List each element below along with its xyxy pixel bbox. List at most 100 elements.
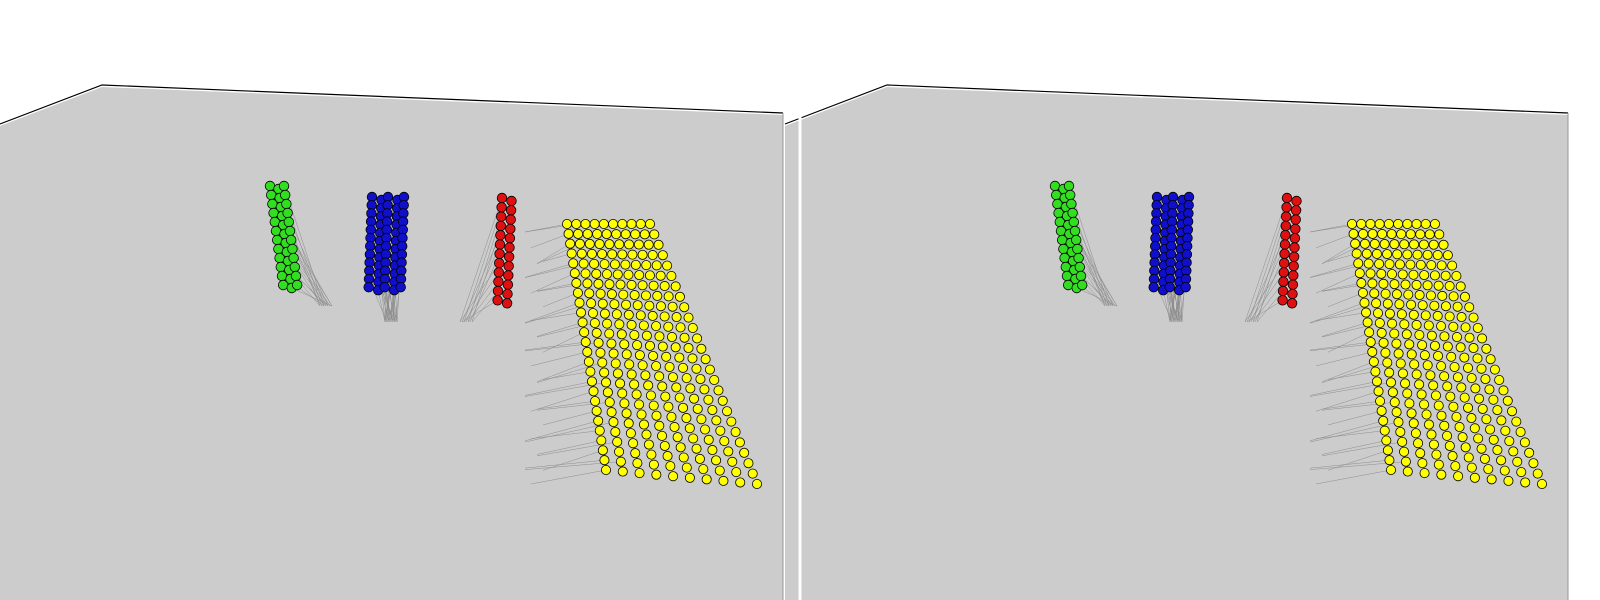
node	[632, 340, 643, 351]
stem-line	[1309, 263, 1359, 278]
node	[614, 319, 625, 330]
node	[1400, 456, 1411, 467]
node	[1358, 228, 1369, 239]
node	[1426, 429, 1437, 440]
node	[1408, 418, 1419, 429]
node	[657, 250, 668, 261]
node	[599, 308, 610, 319]
node	[684, 472, 695, 483]
node	[1164, 282, 1175, 293]
node	[283, 216, 295, 228]
node	[624, 239, 635, 250]
node	[1433, 280, 1444, 291]
node	[1291, 195, 1302, 207]
node	[1489, 364, 1500, 375]
node	[1479, 453, 1490, 464]
node	[1480, 374, 1491, 385]
node	[1371, 298, 1382, 309]
node	[1397, 436, 1408, 447]
node	[1404, 339, 1415, 350]
node	[667, 372, 678, 383]
stem-line	[1321, 243, 1356, 264]
node	[695, 374, 706, 385]
node	[696, 343, 707, 354]
stem-line	[465, 244, 501, 323]
node	[648, 350, 659, 361]
node	[585, 366, 596, 377]
node	[1428, 439, 1439, 450]
stem-line	[524, 341, 586, 351]
node	[1380, 288, 1391, 299]
node	[495, 220, 507, 232]
node	[595, 288, 606, 299]
node	[595, 347, 606, 358]
node	[1148, 282, 1159, 293]
node	[1419, 270, 1430, 281]
node	[1387, 318, 1398, 329]
node	[669, 422, 680, 433]
stem-line	[1315, 391, 1379, 412]
node	[722, 406, 733, 417]
node	[1290, 205, 1302, 216]
node	[1379, 239, 1390, 250]
node	[1411, 218, 1422, 229]
node	[1373, 386, 1384, 397]
stem-line	[1315, 469, 1392, 485]
node	[620, 259, 631, 270]
blue-cluster	[1148, 191, 1195, 323]
node	[494, 239, 506, 250]
node	[651, 260, 662, 271]
stem-line	[542, 371, 591, 380]
node	[292, 279, 303, 291]
node	[1436, 410, 1447, 421]
node	[1424, 419, 1435, 430]
node	[610, 358, 621, 369]
node	[743, 458, 754, 469]
node	[1464, 332, 1475, 343]
node	[593, 278, 604, 289]
node	[671, 382, 682, 393]
node	[1364, 327, 1375, 338]
floor-back-edge	[784, 84, 1569, 125]
node	[1460, 322, 1471, 333]
node	[1389, 397, 1400, 408]
node	[1068, 216, 1080, 228]
node	[1455, 342, 1466, 353]
node	[1468, 343, 1479, 354]
node	[282, 207, 293, 219]
node	[1455, 281, 1466, 292]
node	[684, 423, 695, 434]
node	[687, 322, 698, 333]
node	[1359, 297, 1370, 308]
node	[288, 252, 299, 264]
node	[635, 310, 646, 321]
node	[1433, 459, 1444, 470]
node	[700, 354, 711, 365]
node	[1063, 180, 1075, 192]
node	[1477, 403, 1488, 414]
node	[704, 364, 715, 375]
node	[504, 242, 515, 253]
node	[1066, 198, 1077, 210]
node	[637, 280, 648, 291]
stem-line	[1080, 275, 1114, 307]
node	[1395, 358, 1406, 369]
node	[630, 448, 641, 459]
node	[290, 270, 302, 282]
node	[1524, 447, 1535, 458]
stem-line	[542, 292, 579, 308]
node	[1399, 239, 1410, 250]
stem-line	[524, 420, 599, 442]
node	[1404, 398, 1415, 409]
stem-line	[536, 243, 571, 264]
node	[723, 446, 734, 457]
node	[657, 430, 668, 441]
node	[1371, 248, 1382, 259]
node	[692, 333, 703, 344]
stem-line	[1173, 290, 1180, 323]
node	[1403, 289, 1414, 300]
node	[1537, 478, 1548, 489]
node	[1363, 258, 1374, 269]
node	[580, 268, 591, 279]
